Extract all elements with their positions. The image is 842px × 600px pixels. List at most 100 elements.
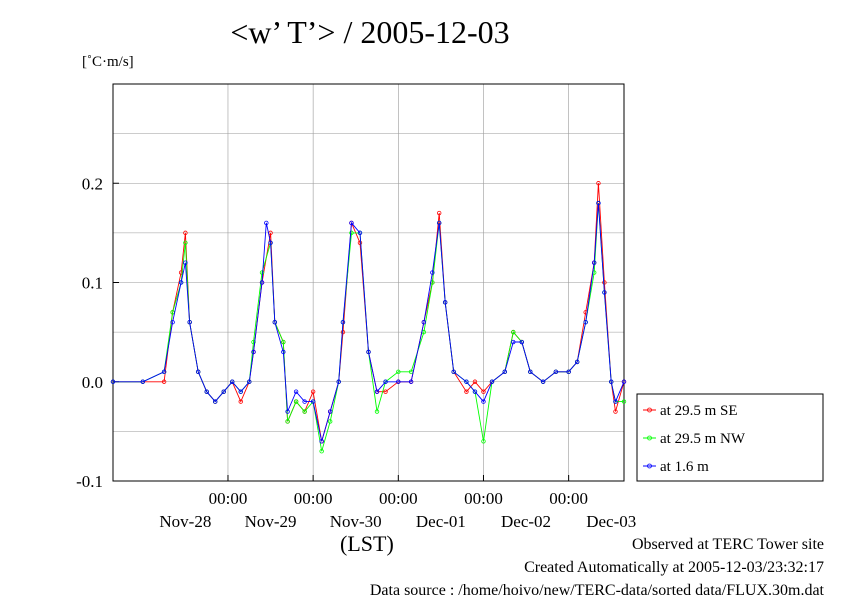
data-point (221, 389, 226, 394)
data-point (340, 320, 346, 325)
series-line-1 (113, 183, 625, 442)
observed-note: Observed at TERC Tower site (631, 536, 824, 553)
data-point (528, 369, 533, 375)
legend-label: at 29.5 m NW (660, 431, 746, 447)
data-point (281, 349, 286, 355)
data-point (247, 379, 252, 384)
data-point (481, 389, 486, 394)
data-point (374, 409, 380, 414)
x-unit-label: (LST) (340, 531, 394, 556)
data-point (327, 409, 333, 414)
data-point (230, 379, 235, 384)
data-point (374, 389, 380, 394)
data-point (408, 379, 414, 384)
legend-marker (647, 407, 652, 413)
data-point (396, 379, 401, 384)
data-point (170, 320, 175, 325)
data-point (436, 210, 442, 216)
data-point (238, 399, 243, 404)
data-point (293, 399, 299, 404)
x-time-label: 00:00 (549, 489, 588, 508)
data-point (472, 379, 478, 384)
data-point (264, 220, 269, 226)
data-point (285, 419, 290, 424)
source-note: Data source : /home/hoivo/new/TERC-data/… (369, 582, 824, 599)
data-point (183, 230, 188, 236)
data-point (481, 439, 486, 444)
data-point (566, 369, 571, 375)
data-point (602, 280, 607, 285)
data-point (366, 349, 371, 355)
data-point (621, 399, 627, 404)
data-point (161, 379, 167, 384)
legend-marker (647, 463, 652, 469)
y-axis: -0.1 0.0 0.1 0.2 (76, 174, 119, 491)
x-date-label: Nov-29 (245, 512, 297, 531)
data-point (574, 359, 580, 365)
data-point (472, 389, 478, 394)
data-point (436, 220, 442, 226)
data-point (259, 280, 265, 285)
series-line-3 (113, 203, 625, 442)
data-point (591, 260, 597, 265)
data-point (442, 300, 448, 305)
data-point (553, 369, 559, 375)
data-point (349, 220, 354, 226)
data-point (195, 369, 201, 375)
data-point (511, 329, 516, 335)
data-point (327, 419, 333, 424)
legend-box (636, 393, 824, 482)
y-tick-label: -0.1 (76, 472, 103, 491)
data-point (613, 409, 618, 414)
data-point (609, 379, 614, 384)
data-point (430, 270, 435, 275)
grid-lines (113, 84, 624, 481)
data-point (451, 369, 456, 375)
data-point (349, 230, 354, 236)
data-point (238, 389, 243, 394)
data-point (293, 389, 299, 394)
data-point (310, 399, 316, 404)
legend-label: at 1.6 m (660, 459, 709, 475)
data-point (251, 339, 256, 345)
data-point (178, 280, 184, 285)
data-point (602, 290, 607, 295)
data-point (187, 320, 192, 325)
data-point (281, 339, 286, 345)
y-unit-label: [˚C·m/s] (82, 54, 134, 70)
x-date-label: Nov-30 (330, 512, 382, 531)
chart-title: <w’ T’> / 2005-12-03 (230, 14, 510, 50)
data-point (336, 379, 341, 384)
data-point (310, 389, 316, 394)
x-axis: 00:00 00:00 00:00 00:00 00:00 Nov-28 Nov-29 Nov… (159, 475, 636, 531)
data-point (272, 320, 278, 325)
data-point (140, 379, 146, 384)
data-point (583, 320, 588, 325)
data-point (489, 379, 495, 384)
data-point (161, 369, 167, 375)
x-time-label: 00:00 (294, 489, 333, 508)
data-point (502, 369, 507, 375)
y-tick-label: 0.1 (82, 274, 103, 293)
data-point (110, 379, 116, 384)
data-point (511, 339, 516, 345)
data-point (183, 240, 188, 245)
data-point (464, 389, 469, 394)
data-point (357, 230, 363, 236)
legend: at 29.5 m SE at 29.5 m NW at 1.6 m (636, 393, 824, 482)
data-point (396, 369, 401, 375)
data-point (421, 320, 427, 325)
data-point (319, 439, 324, 444)
data-point (259, 270, 265, 275)
data-point (319, 449, 324, 454)
x-time-label: 00:00 (209, 489, 248, 508)
legend-marker (647, 435, 652, 441)
data-point (613, 399, 618, 404)
data-point (621, 379, 627, 384)
data-point (481, 399, 486, 404)
y-tick-label: 0.0 (82, 373, 103, 392)
data-point (596, 181, 601, 186)
data-point (540, 379, 546, 384)
data-point (383, 379, 388, 384)
